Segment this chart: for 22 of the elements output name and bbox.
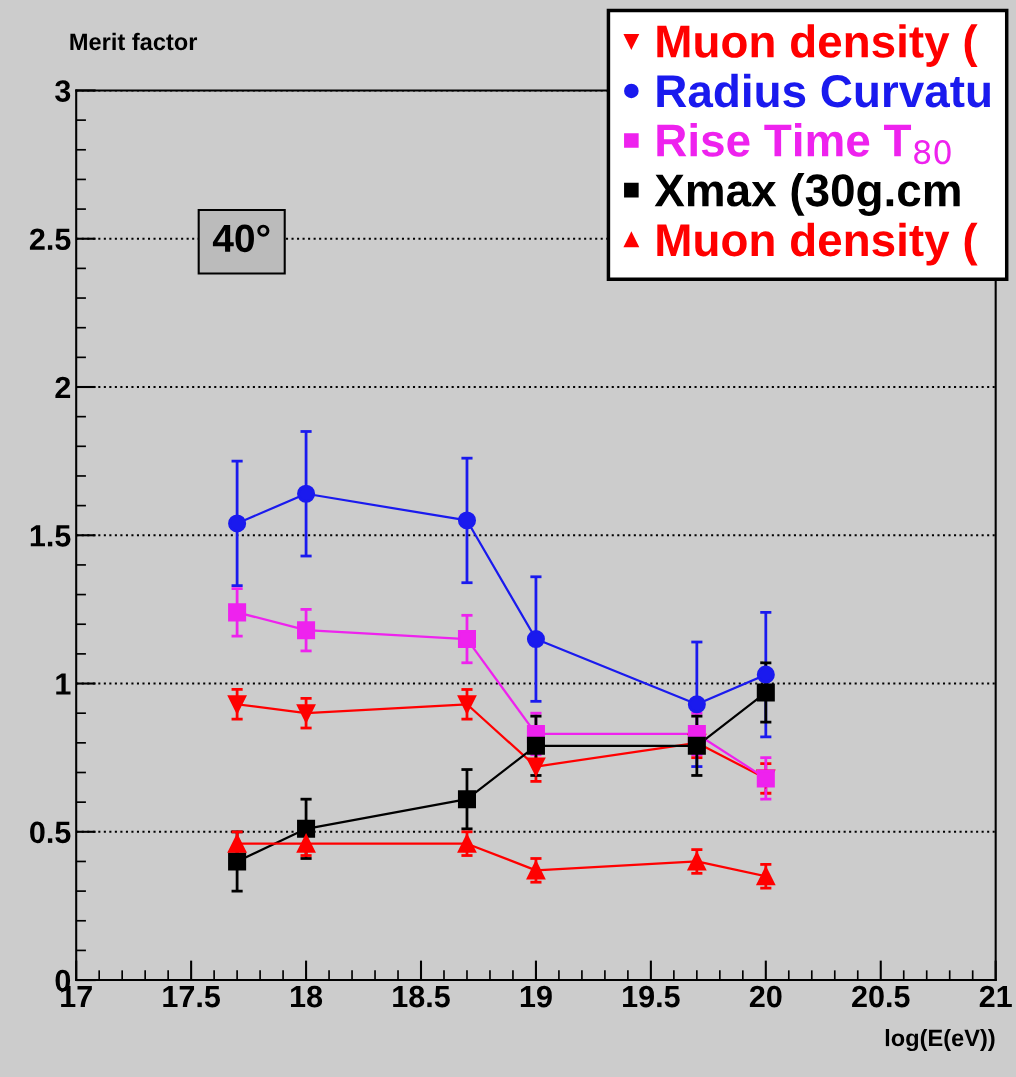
- legend-label: Muon density (: [657, 222, 978, 266]
- legend-label: Radius Curvatu: [657, 73, 990, 108]
- y-tick-label: 1: [56, 673, 71, 695]
- y-axis-title: Merit factor: [70, 32, 198, 51]
- x-tick-label: 21: [979, 985, 1012, 1008]
- y-tick-label: 2: [55, 376, 71, 399]
- y-tick-label: 2.5: [29, 228, 71, 251]
- x-tick-label: 17.5: [163, 986, 221, 1008]
- x-tick-label: 20.5: [852, 985, 910, 1008]
- x-tick-label: 18.5: [393, 985, 450, 1008]
- y-tick-label: 0.5: [30, 821, 71, 844]
- x-tick-label: 19: [520, 985, 552, 1008]
- x-tick-label: 19.5: [623, 985, 680, 1008]
- annotation: 40°: [212, 224, 270, 253]
- legend-label: Rise Time T$_{80}$: [657, 123, 951, 165]
- legend-label: Muon density (: [657, 24, 978, 67]
- x-axis-title: log(E(eV)): [885, 1029, 995, 1052]
- y-tick-label: 3: [55, 80, 71, 102]
- x-tick-label: 20: [749, 985, 782, 1008]
- legend-label: Xmax (30g.cm: [654, 172, 960, 216]
- y-tick-label: 1.5: [30, 525, 71, 547]
- x-tick-label: 18: [291, 985, 323, 1008]
